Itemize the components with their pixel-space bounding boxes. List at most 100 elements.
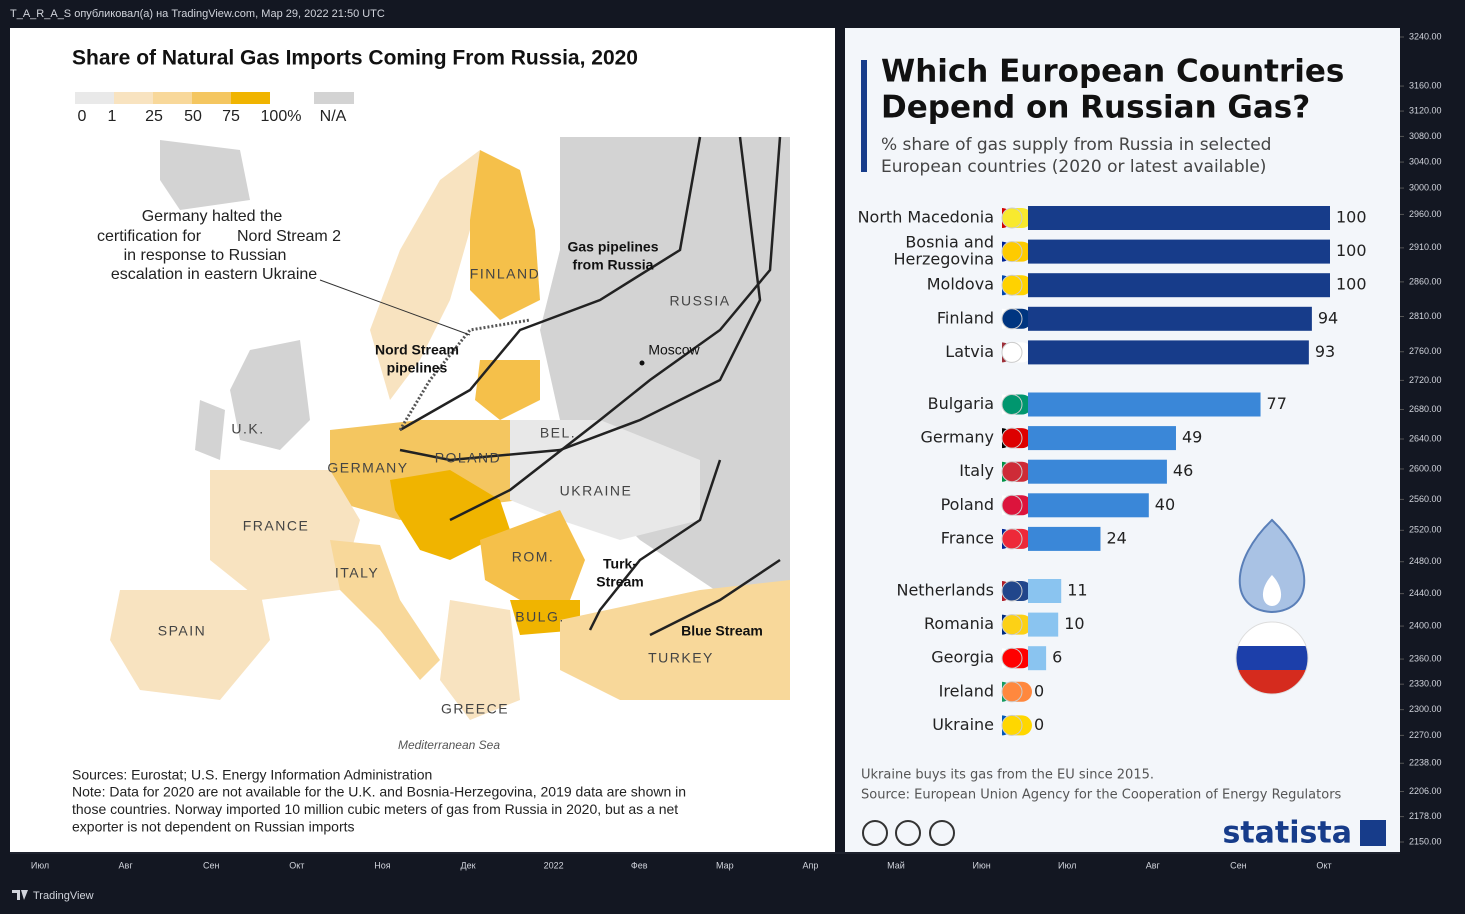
bar-label: Italy [959, 461, 994, 480]
time-label: Фев [631, 860, 648, 870]
flag-outline [1001, 241, 1023, 263]
place-label: UKRAINE [560, 483, 633, 499]
place-label: Mediterranean Sea [398, 738, 500, 752]
map-title: Share of Natural Gas Imports Coming From… [72, 47, 638, 70]
price-label: 2560.00 [1409, 494, 1442, 504]
place-label: BULG. [515, 609, 565, 625]
bar [1028, 340, 1309, 365]
source: Source: European Union Agency for the Co… [861, 788, 1342, 803]
price-label: 2270.00 [1409, 730, 1442, 740]
price-label: 2680.00 [1409, 404, 1442, 414]
chart-subtitle: % share of gas supply from Russia in sel… [881, 135, 1271, 155]
price-label: 2360.00 [1409, 653, 1442, 663]
bar-label: Poland [941, 495, 994, 514]
brand: statista [1222, 816, 1352, 851]
flag-icon [1001, 394, 1032, 415]
flag-icon [1001, 428, 1032, 449]
value-label: 46 [1173, 461, 1193, 480]
value-label: 100 [1336, 241, 1367, 260]
value-label: 94 [1318, 308, 1338, 327]
price-label: 3160.00 [1409, 80, 1442, 90]
time-label: Июл [1058, 860, 1076, 870]
map-legend: 0 1 25 50 75 100% N/A [75, 92, 354, 125]
flag-icon [1001, 342, 1032, 363]
bar [1028, 239, 1330, 264]
time-label: Авг [119, 860, 134, 870]
time-label: 2022 [544, 860, 564, 870]
place-label: U.K. [231, 421, 264, 437]
bar [1028, 646, 1047, 671]
time-label: Окт [289, 860, 304, 870]
price-label: 3000.00 [1409, 182, 1442, 192]
legend-swatch [153, 92, 192, 104]
annotation-line: in response to Russian [124, 247, 287, 264]
brand-icon [1360, 820, 1386, 846]
price-label: 2480.00 [1409, 556, 1442, 566]
flag-outline [1001, 647, 1023, 669]
flag-icon [1001, 241, 1032, 262]
bar [1028, 579, 1062, 603]
title-accent [861, 60, 867, 172]
flag-icon [1001, 461, 1032, 482]
time-label: Июн [972, 860, 990, 870]
bar [1028, 612, 1059, 637]
flag-outline [1001, 427, 1023, 449]
bar-label: Germany [920, 428, 994, 447]
bar [1028, 206, 1330, 230]
place-label: GERMANY [327, 460, 408, 476]
flag-icon [1002, 208, 1032, 228]
footnote: Ukraine buys its gas from the EU since 2… [861, 768, 1154, 783]
price-label: 2400.00 [1409, 620, 1442, 630]
annotation-line: escalation in eastern Ukraine [111, 266, 317, 283]
bar-label: Bosnia and [905, 233, 994, 252]
price-label: 2520.00 [1409, 525, 1442, 535]
price-label: 2910.00 [1409, 242, 1442, 252]
bar [1028, 526, 1101, 551]
time-label: Авг [1146, 860, 1161, 870]
price-label: 3120.00 [1409, 105, 1442, 115]
bar-label: North Macedonia [858, 208, 994, 227]
annotation: Germany halted the certification for Nord … [97, 208, 341, 283]
time-label: Июл [31, 860, 49, 870]
time-label: Сен [203, 860, 220, 870]
time-label: Дек [460, 860, 475, 870]
flag-outline [1001, 308, 1023, 330]
flag-outline [1001, 494, 1023, 516]
price-label: 2178.00 [1409, 811, 1442, 821]
legend-label: 75 [222, 108, 240, 125]
legend-label: 100% [261, 108, 302, 125]
value-label: 0 [1034, 681, 1044, 700]
price-label: 2238.00 [1409, 758, 1442, 768]
flag-outline [1001, 274, 1023, 296]
note: Note: Data for 2020 are not available fo… [72, 784, 686, 835]
sources: Sources: Eurostat; U.S. Energy Informati… [72, 767, 432, 783]
price-label: 2960.00 [1409, 209, 1442, 219]
pipeline-label: Turk- [603, 556, 637, 572]
price-label: 3040.00 [1409, 156, 1442, 166]
note-line: exporter is not dependent on Russian imp… [72, 819, 355, 835]
bar [1028, 426, 1176, 451]
price-label: 3240.00 [1409, 31, 1442, 41]
time-label: Сен [1230, 860, 1247, 870]
value-label: 11 [1067, 581, 1087, 600]
time-axis-labels: Июл Авг Сен Окт Ноя Дек 2022 Фев Мар Апр Май Июн Июл… [31, 860, 1332, 870]
value-label: 49 [1182, 428, 1202, 447]
value-label: 0 [1034, 715, 1044, 734]
price-label: 2720.00 [1409, 375, 1442, 385]
flag-outline [1001, 714, 1023, 736]
value-label: 100 [1336, 208, 1367, 227]
flag-icon [1001, 528, 1032, 549]
place-label: TURKEY [648, 650, 714, 666]
bar-label: Ukraine [932, 715, 994, 734]
bar-label: Netherlands [896, 581, 994, 600]
price-label: 2206.00 [1409, 786, 1442, 796]
legend-swatch [231, 92, 270, 104]
price-label: 2860.00 [1409, 276, 1442, 286]
legend-label: N/A [320, 108, 347, 125]
value-label: 77 [1267, 394, 1287, 413]
flag-outline [1001, 614, 1023, 636]
value-label: 93 [1315, 342, 1335, 361]
flag-icon [1001, 715, 1032, 736]
chart-title: Depend on Russian Gas? [881, 90, 1310, 126]
time-label: Апр [802, 860, 818, 870]
